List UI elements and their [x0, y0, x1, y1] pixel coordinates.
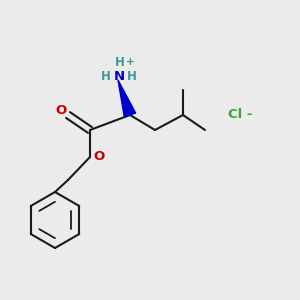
Text: H: H	[115, 56, 125, 68]
Text: H: H	[127, 70, 137, 83]
Text: H: H	[101, 70, 111, 83]
Text: N: N	[113, 70, 124, 83]
Text: Cl -: Cl -	[228, 109, 252, 122]
Text: +: +	[126, 57, 134, 67]
Polygon shape	[118, 80, 136, 117]
Text: O: O	[56, 103, 67, 116]
Text: O: O	[93, 151, 105, 164]
